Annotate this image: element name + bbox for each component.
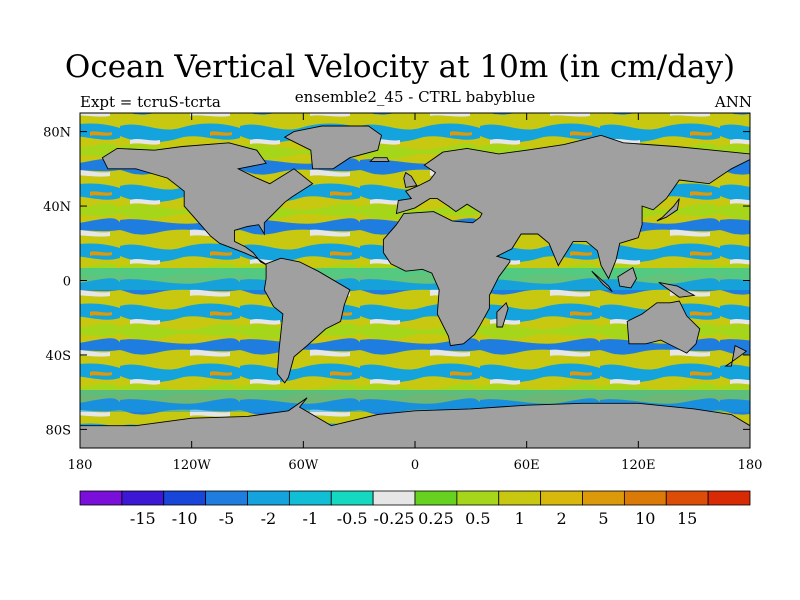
colorbar-label: 10: [635, 509, 655, 528]
lat-tick-label: 0: [63, 275, 71, 290]
land-madagascar: [496, 301, 509, 328]
colorbar-label: -0.5: [337, 509, 368, 528]
colorbar-label: -2: [261, 509, 277, 528]
colorbar-swatch: [707, 490, 751, 506]
land-antarctica: [80, 397, 750, 448]
lat-tick-label: 80S: [46, 423, 71, 438]
colorbar-label: -5: [219, 509, 235, 528]
map-subtitle: ensemble2_45 - CTRL babyblue: [294, 88, 536, 106]
colorbar-swatch: [372, 490, 416, 506]
colorbar-label: 2: [556, 509, 566, 528]
colorbar-swatch: [540, 490, 583, 506]
colorbar-swatch: [163, 490, 207, 506]
land-australia: [626, 300, 701, 354]
latitude-axis: 80N 40N 0 40S 80S: [43, 126, 750, 438]
colorbar-label: 1: [515, 509, 525, 528]
colorbar-swatch: [498, 490, 542, 506]
lat-tick-label: 80N: [43, 126, 71, 141]
land-uk: [403, 171, 418, 188]
colorbar-label: 0.5: [465, 509, 490, 528]
lon-tick-label: 180: [68, 458, 93, 473]
colorbar-swatch: [582, 490, 625, 506]
land-sumatra: [591, 270, 613, 293]
colorbar-label: -0.25: [374, 509, 415, 528]
lon-tick-label: 120E: [621, 458, 655, 473]
equatorial-band: [80, 268, 750, 290]
land-japan: [656, 198, 680, 222]
land-greenland: [283, 125, 383, 170]
colorbar: -15 -10 -5 -2 -1 -0.5 -0.25 0.25 0.5 1 2 5 10 15: [79, 490, 751, 528]
colorbar-swatch: [665, 490, 709, 506]
colorbar-label: -15: [130, 509, 156, 528]
land-eurasia-africa: [382, 134, 750, 347]
colorbar-label: 5: [598, 509, 608, 528]
colorbar-label: -1: [303, 509, 319, 528]
colorbar-swatch: [288, 490, 332, 506]
land-new-zealand: [724, 344, 748, 367]
land-south-america: [263, 257, 351, 384]
colorbar-label: -10: [172, 509, 198, 528]
colorbar-swatch: [121, 490, 165, 506]
colorbar-label: 0.25: [418, 509, 454, 528]
lon-tick-label: 0: [411, 458, 419, 473]
longitude-axis: 180 120W 60W 0 60E 120E 180: [68, 113, 763, 473]
colorbar-label: 15: [677, 509, 697, 528]
map-title: Ocean Vertical Velocity at 10m (in cm/da…: [64, 49, 736, 85]
colorbar-swatch: [330, 490, 374, 506]
land-north-america: [101, 142, 314, 267]
lat-tick-label: 40S: [46, 349, 71, 364]
lon-tick-label: 60W: [288, 458, 319, 473]
land-new-guinea: [658, 281, 696, 298]
season-label: ANN: [714, 93, 752, 111]
lon-tick-label: 180: [738, 458, 763, 473]
land-iceland: [369, 157, 390, 162]
lon-tick-label: 120W: [173, 458, 212, 473]
map-area: [80, 113, 750, 448]
colorbar-swatch: [456, 490, 500, 506]
land-borneo: [617, 266, 637, 289]
colorbar-swatch: [414, 490, 458, 506]
lon-tick-label: 60E: [514, 458, 540, 473]
colorbar-swatch: [623, 490, 667, 506]
colorbar-swatch: [247, 490, 290, 506]
colorbar-swatch: [205, 490, 248, 506]
lat-tick-label: 40N: [43, 200, 71, 215]
land-masses: [80, 125, 750, 448]
experiment-label: Expt = tcruS-tcrta: [80, 93, 221, 111]
colorbar-swatch: [79, 490, 123, 506]
